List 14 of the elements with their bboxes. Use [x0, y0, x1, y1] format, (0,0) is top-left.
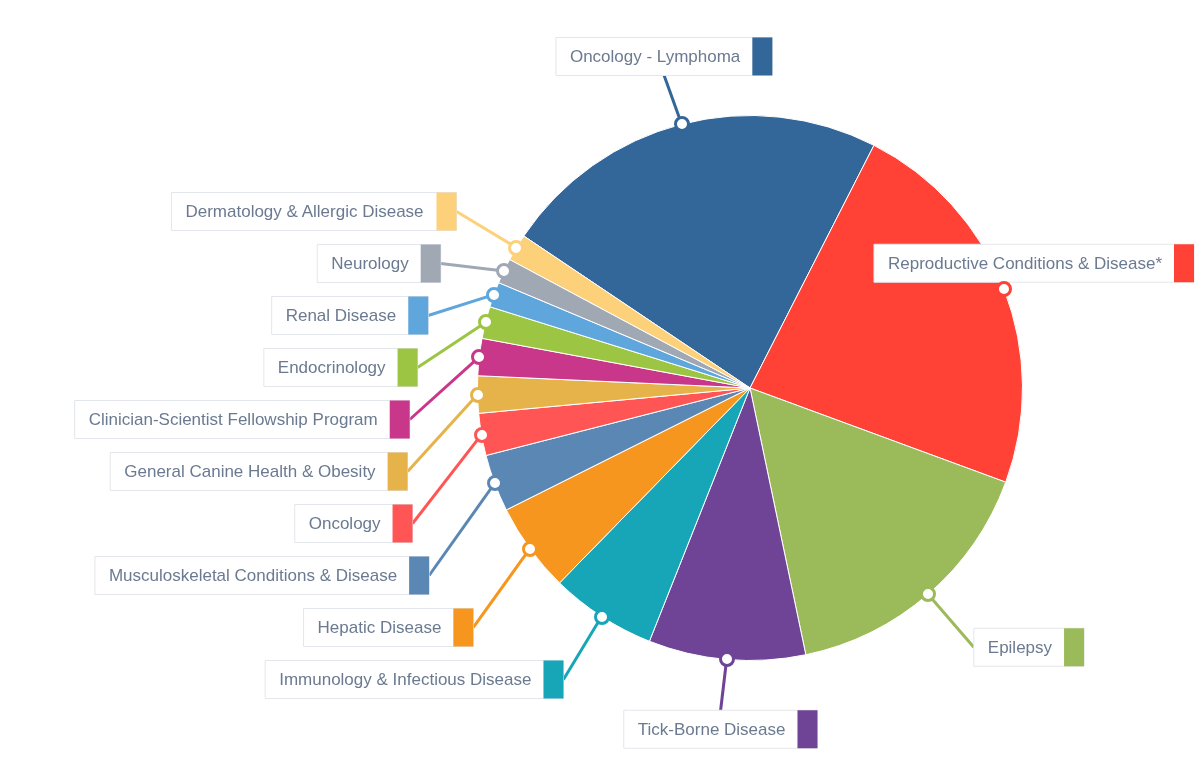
legend-label: Renal Disease: [285, 306, 397, 326]
legend-label: Tick-Borne Disease: [637, 719, 786, 739]
legend-label: Oncology: [308, 514, 382, 534]
legend-label: Hepatic Disease: [317, 618, 442, 638]
legend-label: Musculoskeletal Conditions & Disease: [108, 566, 398, 586]
legend-label: Clinician-Scientist Fellowship Program: [88, 410, 378, 430]
legend-label: Immunology & Infectious Disease: [279, 670, 532, 690]
legend-label: Epilepsy: [987, 637, 1053, 657]
legend-label: General Canine Health & Obesity: [124, 462, 377, 482]
legend-label: Oncology - Lymphoma: [569, 47, 741, 67]
legend-label: Neurology: [331, 254, 410, 274]
legend-label: Reproductive Conditions & Disease*: [887, 253, 1163, 273]
legend-label: Dermatology & Allergic Disease: [185, 202, 424, 222]
legend-label: Endocrinology: [277, 358, 387, 378]
